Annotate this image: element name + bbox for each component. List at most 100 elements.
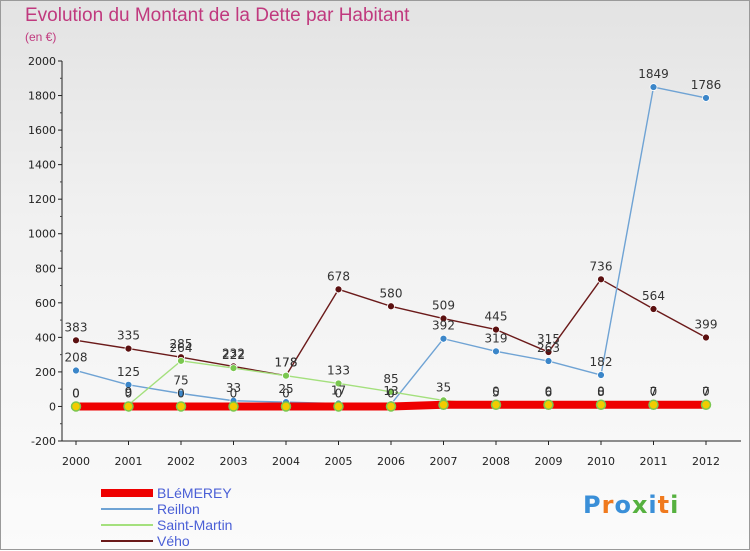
data-label: 133 bbox=[327, 363, 350, 377]
series-point-0 bbox=[543, 399, 554, 410]
series-point-3 bbox=[649, 305, 658, 313]
logo-letter: P bbox=[583, 491, 602, 519]
series-point-2 bbox=[334, 379, 343, 388]
data-label: 222 bbox=[222, 348, 245, 362]
data-label: 9 bbox=[125, 385, 133, 399]
series-point-0 bbox=[123, 401, 134, 412]
data-label: 232 bbox=[222, 346, 245, 360]
data-label: 17 bbox=[331, 384, 346, 398]
data-label: 445 bbox=[485, 310, 508, 324]
data-label: 75 bbox=[173, 374, 188, 388]
data-label: 335 bbox=[117, 329, 140, 343]
legend-swatch-blemerey bbox=[101, 489, 153, 497]
data-label: 0 bbox=[230, 386, 238, 400]
legend-label-veho: Vého bbox=[157, 533, 190, 549]
series-point-3 bbox=[702, 333, 710, 342]
y-tick-label: 1800 bbox=[28, 90, 56, 103]
series-point-0 bbox=[280, 401, 292, 412]
data-label: 263 bbox=[537, 341, 560, 355]
data-label: 0 bbox=[72, 386, 80, 400]
series-point-0 bbox=[700, 399, 712, 410]
legend-label-reillon: Reillon bbox=[157, 501, 200, 517]
data-label: 13 bbox=[383, 384, 398, 398]
data-label: 0 bbox=[702, 385, 710, 399]
series-point-3 bbox=[544, 348, 553, 356]
y-tick-label: 0 bbox=[49, 400, 56, 413]
data-label: 8 bbox=[597, 385, 605, 399]
series-point-0 bbox=[228, 401, 239, 412]
data-label: 0 bbox=[177, 386, 185, 400]
series-point-3 bbox=[597, 275, 605, 284]
data-label: 178 bbox=[275, 356, 298, 370]
series-point-2 bbox=[387, 387, 395, 396]
series-point-2 bbox=[229, 364, 238, 373]
series-point-3 bbox=[439, 314, 448, 323]
legend-label-saint-martin: Saint-Martin bbox=[157, 517, 233, 533]
y-tick-label: 1400 bbox=[28, 159, 56, 172]
data-label: 7 bbox=[702, 385, 710, 399]
data-label: 0 bbox=[387, 386, 395, 400]
y-tick-label: 1000 bbox=[28, 228, 56, 241]
y-tick-label: -200 bbox=[31, 435, 56, 448]
series-point-3 bbox=[334, 285, 343, 294]
y-tick-label: 1200 bbox=[28, 193, 56, 206]
data-label: 178 bbox=[275, 356, 298, 370]
data-label: 0 bbox=[545, 385, 553, 399]
y-tick-label: 800 bbox=[35, 262, 56, 275]
y-tick-label: 1600 bbox=[28, 124, 56, 137]
series-point-3 bbox=[124, 344, 133, 353]
data-label: 315 bbox=[537, 332, 560, 346]
data-label: 580 bbox=[380, 286, 403, 300]
series-point-3 bbox=[492, 325, 500, 334]
chart-subtitle: (en €) bbox=[25, 30, 57, 44]
legend-swatch-saint-martin bbox=[101, 524, 153, 526]
series-point-3 bbox=[72, 336, 80, 345]
data-label: 208 bbox=[65, 351, 88, 365]
data-label: 5 bbox=[492, 386, 500, 400]
logo-letter: o bbox=[614, 491, 632, 519]
series-point-1 bbox=[124, 380, 133, 389]
series-point-0 bbox=[595, 399, 607, 410]
x-tick-label: 2010 bbox=[587, 455, 615, 468]
data-label: 33 bbox=[226, 381, 241, 395]
data-label: 285 bbox=[170, 337, 193, 351]
x-tick-label: 2009 bbox=[535, 455, 563, 468]
series-point-0 bbox=[648, 399, 659, 410]
series-point-1 bbox=[492, 347, 500, 356]
x-tick-label: 2003 bbox=[220, 455, 248, 468]
data-label: 0 bbox=[335, 386, 343, 400]
x-tick-label: 2007 bbox=[430, 455, 458, 468]
data-label: 264 bbox=[170, 341, 193, 355]
series-point-0 bbox=[438, 399, 449, 410]
series-point-1 bbox=[649, 83, 658, 91]
data-label: 564 bbox=[642, 289, 665, 303]
data-label: 35 bbox=[436, 380, 451, 394]
logo-letter: i bbox=[670, 491, 680, 519]
data-label: 399 bbox=[695, 318, 718, 332]
legend-swatch-veho bbox=[101, 540, 153, 542]
data-label: 0 bbox=[125, 386, 133, 400]
data-label: 1849 bbox=[638, 67, 669, 81]
data-label: 1786 bbox=[691, 78, 722, 92]
x-tick-label: 2012 bbox=[692, 455, 720, 468]
data-label: 125 bbox=[117, 365, 140, 379]
data-label: 85 bbox=[383, 372, 398, 386]
data-label: 736 bbox=[590, 259, 613, 273]
data-label: 6 bbox=[545, 385, 553, 399]
series-point-0 bbox=[490, 399, 502, 410]
series-point-1 bbox=[702, 94, 710, 102]
data-label: 678 bbox=[327, 269, 350, 283]
x-tick-label: 2006 bbox=[377, 455, 405, 468]
series-point-0 bbox=[175, 401, 187, 412]
data-label: 182 bbox=[590, 355, 613, 369]
series-point-0 bbox=[333, 401, 344, 412]
x-tick-label: 2008 bbox=[482, 455, 510, 468]
y-tick-label: 2000 bbox=[28, 55, 56, 68]
data-label: 0 bbox=[492, 385, 500, 399]
series-point-0 bbox=[385, 401, 397, 412]
legend-swatch-reillon bbox=[101, 508, 153, 510]
data-label: 0 bbox=[597, 385, 605, 399]
y-tick-label: 400 bbox=[35, 331, 56, 344]
x-tick-label: 2004 bbox=[272, 455, 300, 468]
